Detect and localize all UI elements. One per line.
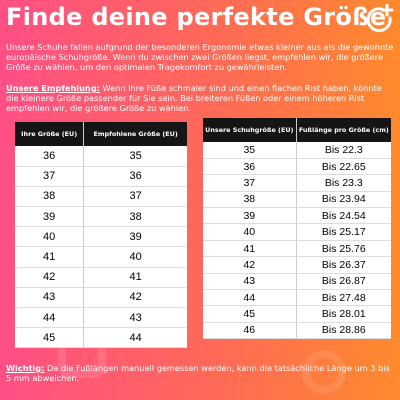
column-header: Empfohlene Größe (EU) <box>83 122 187 146</box>
recommendation-text: Unsere Empfehlung: Wenn Ihre Füße schmal… <box>6 83 396 113</box>
table-cell: 35 <box>83 146 187 167</box>
brand-logo-icon <box>366 4 394 33</box>
table-row: 36 Bis 22.65 <box>203 158 391 176</box>
table-cell: Bis 26.37 <box>295 256 391 274</box>
table-cell: 40 <box>15 226 84 248</box>
table-cell: 44 <box>15 307 84 329</box>
decorative-circle-shape <box>302 350 346 394</box>
table-cell: 35 <box>203 142 297 159</box>
table-row: 41 Bis 25.76 <box>203 240 391 258</box>
column-header: Ihre Größe (EU) <box>15 122 84 146</box>
table-cell: 37 <box>15 166 84 187</box>
table-cell: 39 <box>15 206 84 228</box>
table-cell: Bis 28.86 <box>295 322 391 340</box>
table-cell: Bis 23.94 <box>295 191 391 209</box>
table-cell: 45 <box>15 327 84 349</box>
table-row: 39 Bis 24.54 <box>203 207 391 225</box>
table-row: 40 39 <box>15 226 187 248</box>
table-cell: 36 <box>83 166 187 187</box>
foot-length-table: Unsere Schuhgröße (EU) Fußlänge pro Größ… <box>203 118 391 340</box>
table-cell: 44 <box>203 289 297 307</box>
table-row: 42 41 <box>15 267 187 288</box>
table-row: 38 37 <box>15 186 187 208</box>
table-row: 45 44 <box>15 327 187 349</box>
table-cell: 39 <box>203 207 297 225</box>
table-cell: Bis 28.01 <box>295 305 391 323</box>
table-cell: 42 <box>15 267 84 288</box>
table-cell: 37 <box>83 186 187 208</box>
table-cell: Bis 26.87 <box>295 273 391 291</box>
table-cell: 46 <box>203 322 297 340</box>
table-row: 37 Bis 23.3 <box>203 174 391 192</box>
table-row: 43 42 <box>15 287 187 309</box>
recommendation-label: Unsere Empfehlung: <box>6 83 100 93</box>
table-cell: 36 <box>15 146 84 167</box>
column-header: Fußlänge pro Größe (cm) <box>295 118 391 142</box>
table-cell: Bis 24.54 <box>295 207 391 225</box>
table-row: 46 Bis 28.86 <box>203 322 391 340</box>
table-cell: 41 <box>15 246 84 268</box>
table-cell: 44 <box>83 327 187 349</box>
table-header-row: Unsere Schuhgröße (EU) Fußlänge pro Größ… <box>203 118 391 142</box>
note-body: Da die Fußlängen manuell gemessen werden… <box>6 363 390 383</box>
table-row: 42 Bis 26.37 <box>203 256 391 274</box>
table-cell: 37 <box>203 174 297 192</box>
table-cell: 41 <box>203 240 297 258</box>
table-cell: 38 <box>203 191 297 209</box>
table-cell: 39 <box>83 226 187 248</box>
table-cell: 40 <box>203 223 297 241</box>
column-header: Unsere Schuhgröße (EU) <box>203 118 297 142</box>
table-row: 39 38 <box>15 206 187 228</box>
note-text: Wichtig: Da die Fußlängen manuell gemess… <box>6 363 396 383</box>
table-cell: 38 <box>83 206 187 228</box>
table-row: 37 36 <box>15 166 187 187</box>
intro-text: Unsere Schuhe fallen aufgrund der besond… <box>6 42 394 72</box>
size-conversion-table: Ihre Größe (EU) Empfohlene Größe (EU) 36… <box>15 122 187 349</box>
table-row: 41 40 <box>15 246 187 268</box>
note-label: Wichtig: <box>6 363 45 373</box>
table-row: 44 43 <box>15 307 187 329</box>
table-cell: Bis 25.17 <box>295 223 391 241</box>
table-cell: Bis 27.48 <box>295 289 391 307</box>
table-cell: 42 <box>83 287 187 309</box>
table-cell: 41 <box>83 267 187 288</box>
table-cell: 40 <box>83 246 187 268</box>
table-row: 44 Bis 27.48 <box>203 289 391 307</box>
table-header-row: Ihre Größe (EU) Empfohlene Größe (EU) <box>15 122 187 146</box>
table-cell: 45 <box>203 305 297 323</box>
table-cell: Bis 23.3 <box>295 174 391 192</box>
table-row: 35 Bis 22.3 <box>203 142 391 159</box>
table-row: 36 35 <box>15 146 187 167</box>
table-cell: Bis 22.65 <box>295 158 391 176</box>
table-cell: 43 <box>15 287 84 309</box>
table-row: 45 Bis 28.01 <box>203 305 391 323</box>
table-cell: 38 <box>15 186 84 208</box>
table-row: 43 Bis 26.87 <box>203 273 391 291</box>
table-cell: 36 <box>203 158 297 176</box>
table-cell: Bis 25.76 <box>295 240 391 258</box>
table-cell: Bis 22.3 <box>295 142 391 159</box>
recommendation-body: Wenn Ihre Füße schmaler sind und einen f… <box>6 83 382 113</box>
page-title: Finde deine perfekte Größe <box>6 3 387 31</box>
table-cell: 42 <box>203 256 297 274</box>
table-cell: 43 <box>83 307 187 329</box>
table-row: 40 Bis 25.17 <box>203 223 391 241</box>
table-row: 38 Bis 23.94 <box>203 191 391 209</box>
table-cell: 43 <box>203 273 297 291</box>
